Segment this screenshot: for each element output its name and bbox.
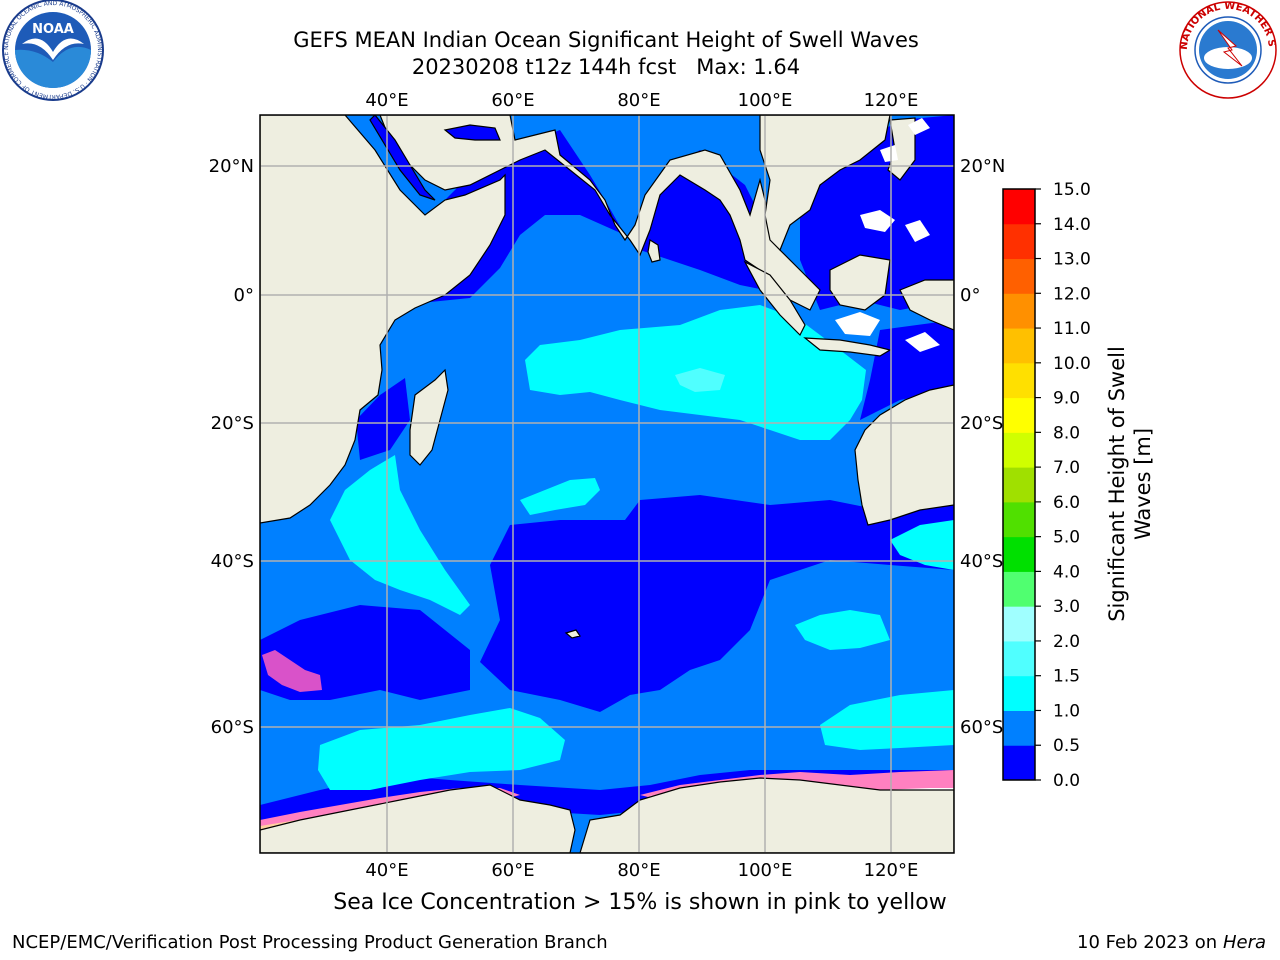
max-value: Max: 1.64	[696, 55, 801, 79]
lon-label-top: 100°E	[738, 90, 793, 111]
noaa-logo-text: NOAA	[32, 22, 74, 37]
colorbar-tick-label: 0.0	[1053, 771, 1080, 791]
footer-host: Hera	[1222, 932, 1266, 953]
land-masses	[260, 115, 954, 853]
colorbar-tick-label: 2.0	[1053, 632, 1080, 652]
lat-label-right: 0°	[960, 285, 980, 306]
missing-data-patches	[835, 118, 940, 352]
colorbar-frame	[1002, 188, 1036, 781]
nws-logo: NATIONAL WEATHER SERVICE	[1178, 0, 1277, 99]
colorbar-tick-label: 9.0	[1053, 389, 1080, 409]
lat-label-left: 0°	[234, 285, 254, 306]
forecast-run: 20230208 t12z 144h fcst	[411, 55, 677, 79]
colorbar-tick-label: 6.0	[1053, 493, 1080, 513]
colorbar-tick-label: 14.0	[1053, 215, 1091, 235]
lat-label-right: 40°S	[960, 551, 1003, 572]
lat-label-right: 20°N	[960, 156, 1005, 177]
colorbar-tick-label: 1.5	[1053, 667, 1080, 687]
sea-ice-caption: Sea Ice Concentration > 15% is shown in …	[333, 890, 947, 915]
colorbar-segment	[1003, 258, 1035, 294]
colorbar-segment	[1003, 675, 1035, 711]
colorbar-tick-label: 5.0	[1053, 528, 1080, 548]
axis-labels: 40°E 60°E 80°E 100°E 120°E 40°E 60°E 80°…	[209, 90, 1006, 881]
colorbar-tick-label: 1.0	[1053, 701, 1080, 721]
map-title: GEFS MEAN Indian Ocean Significant Heigh…	[293, 28, 919, 52]
colorbar-tick-label: 7.0	[1053, 458, 1080, 478]
ocean-field	[260, 115, 954, 853]
colorbar-segment	[1003, 571, 1035, 607]
noaa-logo: NOAA NATIONAL OCEANIC AND ATMOSPHERIC AD…	[2, 0, 104, 101]
lat-label-left: 20°S	[211, 413, 254, 434]
lon-label-top: 60°E	[491, 90, 534, 111]
colorbar	[1003, 189, 1035, 781]
colorbar-tick-label: 12.0	[1053, 284, 1091, 304]
low-swell-regions	[260, 115, 954, 820]
colorbar-segment	[1003, 189, 1035, 225]
lat-label-left: 60°S	[211, 717, 254, 738]
lat-label-right: 60°S	[960, 717, 1003, 738]
map-frame	[259, 114, 955, 854]
colorbar-segment	[1003, 710, 1035, 746]
colorbar-label-line2: Waves [m]	[1131, 428, 1155, 540]
colorbar-tick-label: 15.0	[1053, 180, 1091, 200]
colorbar-tick-label: 0.5	[1053, 736, 1080, 756]
colorbar-segment	[1003, 362, 1035, 399]
lat-label-left: 20°N	[209, 156, 254, 177]
colorbar-segment	[1003, 397, 1035, 433]
colorbar-segment	[1003, 432, 1035, 468]
colorbar-ticks: 0.0 0.5 1.0 1.5 2.0 3.0 4.0 5.0 6.0 7.0 8.0 9.0 10.0…	[1035, 180, 1091, 791]
colorbar-tick-label: 8.0	[1053, 423, 1080, 443]
moderate-swell-regions	[318, 305, 954, 790]
colorbar-tick-label: 10.0	[1053, 354, 1091, 374]
colorbar-segment	[1003, 536, 1035, 572]
colorbar-tick-label: 4.0	[1053, 562, 1080, 582]
lon-label-top: 80°E	[617, 90, 660, 111]
footer-date: 10 Feb 2023 on Hera	[1077, 932, 1266, 953]
colorbar-segment	[1003, 606, 1035, 642]
footer-credit: NCEP/EMC/Verification Post Processing Pr…	[12, 932, 608, 953]
lon-label-bottom: 120°E	[864, 860, 919, 881]
sea-ice-edge	[260, 650, 954, 834]
colorbar-segment	[1003, 745, 1035, 781]
lon-label-bottom: 40°E	[365, 860, 408, 881]
footer-date-text: 10 Feb 2023 on	[1077, 932, 1218, 953]
highest-swell-patch	[675, 368, 725, 392]
lon-label-bottom: 100°E	[738, 860, 793, 881]
colorbar-segment	[1003, 223, 1035, 260]
colorbar-segment	[1003, 640, 1035, 677]
lon-label-top: 40°E	[365, 90, 408, 111]
colorbar-tick-label: 13.0	[1053, 250, 1091, 270]
colorbar-segment	[1003, 501, 1035, 538]
colorbar-tick-label: 3.0	[1053, 597, 1080, 617]
graticule	[260, 115, 954, 853]
colorbar-label-line1: Significant Height of Swell	[1105, 346, 1129, 622]
map-subtitle: 20230208 t12z 144h fcst Max: 1.64	[0, 54, 1212, 80]
lat-label-right: 20°S	[960, 413, 1003, 434]
colorbar-segment	[1003, 328, 1035, 364]
lon-label-bottom: 80°E	[617, 860, 660, 881]
lat-label-left: 40°S	[211, 551, 254, 572]
lon-label-bottom: 60°E	[491, 860, 534, 881]
colorbar-segment	[1003, 293, 1035, 329]
lon-label-top: 120°E	[864, 90, 919, 111]
colorbar-segment	[1003, 467, 1035, 503]
colorbar-tick-label: 11.0	[1053, 319, 1091, 339]
